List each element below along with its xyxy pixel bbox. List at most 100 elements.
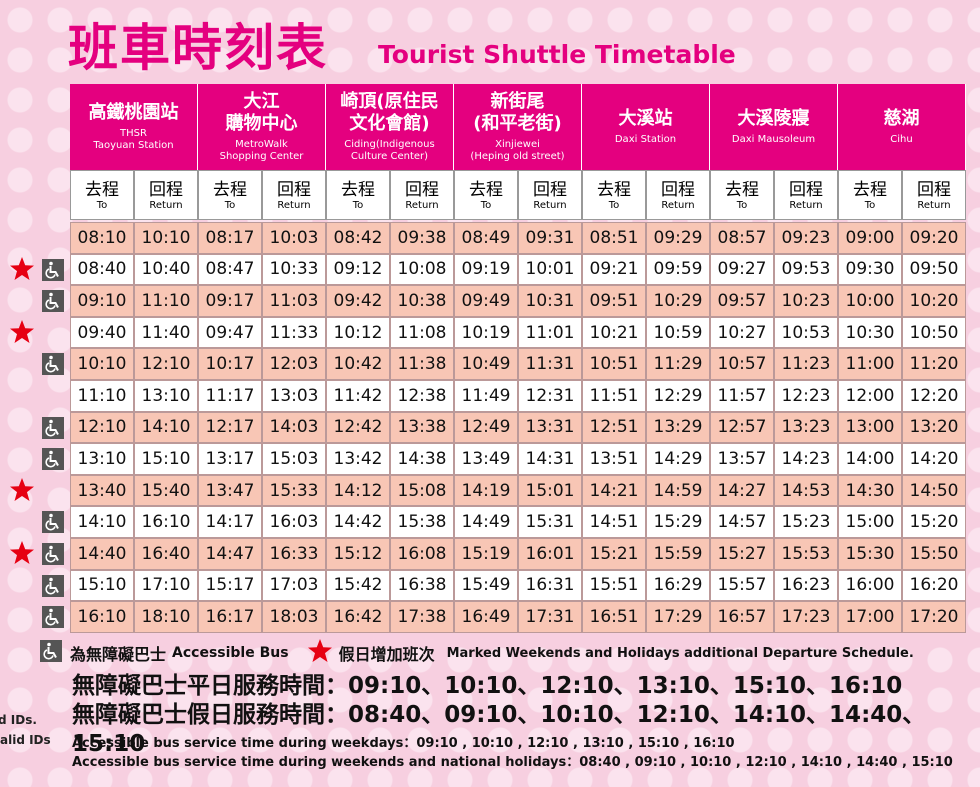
time-cell: 14:10 bbox=[70, 506, 134, 538]
time-cell: 15:29 bbox=[646, 506, 710, 538]
time-cell: 14:12 bbox=[326, 474, 390, 507]
time-cell: 14:17 bbox=[198, 506, 262, 538]
time-cell: 17:31 bbox=[518, 601, 582, 633]
time-cell: 11:42 bbox=[326, 380, 390, 412]
time-cell: 08:49 bbox=[454, 222, 518, 254]
time-cell: 17:29 bbox=[646, 601, 710, 633]
time-cell: 11:31 bbox=[518, 348, 582, 380]
time-cell: 15:19 bbox=[454, 538, 518, 570]
direction-zh: 去程 bbox=[597, 179, 631, 200]
time-cell: 14:31 bbox=[518, 443, 582, 475]
time-cell: 10:23 bbox=[774, 285, 838, 317]
accessible-marker bbox=[42, 606, 64, 632]
direction-zh: 去程 bbox=[853, 179, 887, 200]
direction-en: To bbox=[608, 199, 620, 211]
time-cell: 10:30 bbox=[838, 316, 902, 349]
side-notes: d IDs. alid IDs bbox=[0, 710, 51, 750]
time-cell: 12:10 bbox=[70, 411, 134, 444]
direction-zh: 回程 bbox=[917, 179, 951, 200]
time-cell: 09:50 bbox=[902, 253, 966, 286]
title: 班車時刻表 bbox=[68, 19, 328, 77]
stop-header: 大江 購物中心 MetroWalk Shopping Center bbox=[198, 84, 326, 170]
time-cell: 09:57 bbox=[710, 285, 774, 317]
direction-en: Return bbox=[277, 199, 311, 211]
time-cell: 10:40 bbox=[134, 253, 198, 286]
direction-zh: 去程 bbox=[341, 179, 375, 200]
time-cell: 08:10 bbox=[70, 222, 134, 254]
legend-accessible-zh: 為無障礙巴士 bbox=[70, 645, 167, 664]
time-cell: 08:40 bbox=[70, 253, 134, 286]
side-note: d IDs. bbox=[0, 713, 37, 727]
time-cell: 15:33 bbox=[262, 474, 326, 507]
side-note: alid IDs bbox=[0, 733, 51, 747]
service-weekday: 無障礙巴士平日服務時間：09:10、10:10、12:10、13:10、15:1… bbox=[72, 673, 903, 699]
time-cell: 08:57 bbox=[710, 222, 774, 254]
time-cell: 11:10 bbox=[70, 380, 134, 412]
time-cell: 10:03 bbox=[262, 222, 326, 254]
time-cell: 10:33 bbox=[262, 253, 326, 286]
weekend-marker bbox=[9, 540, 35, 570]
time-cell: 08:17 bbox=[198, 222, 262, 254]
time-cell: 09:21 bbox=[582, 253, 646, 286]
direction-en: To bbox=[96, 199, 108, 211]
time-cell: 16:38 bbox=[390, 569, 454, 602]
wheelchair bbox=[42, 448, 64, 471]
direction-zh: 去程 bbox=[213, 179, 247, 200]
accessible-marker bbox=[42, 290, 64, 316]
direction-en: Return bbox=[917, 199, 951, 211]
time-cell: 17:38 bbox=[390, 601, 454, 633]
time-cell: 10:57 bbox=[710, 348, 774, 380]
time-cell: 12:51 bbox=[582, 411, 646, 444]
time-cell: 12:38 bbox=[390, 380, 454, 412]
star bbox=[10, 256, 34, 280]
time-cell: 13:49 bbox=[454, 443, 518, 475]
time-cell: 14:03 bbox=[262, 411, 326, 444]
time-cell: 14:42 bbox=[326, 506, 390, 538]
stop-name-zh: 新街尾 (和平老街) bbox=[473, 91, 562, 134]
accessible-marker bbox=[42, 574, 64, 601]
stop-name-en: Xinjiewei (Heping old street) bbox=[470, 139, 565, 162]
direction-en: Return bbox=[405, 199, 439, 211]
stop-name-zh: 大溪陵寢 bbox=[737, 108, 810, 129]
direction-zh: 回程 bbox=[277, 179, 311, 200]
star bbox=[10, 477, 34, 501]
time-cell: 15:53 bbox=[774, 538, 838, 570]
time-cell: 14:50 bbox=[902, 474, 966, 507]
wheelchair bbox=[42, 290, 64, 313]
direction-zh: 回程 bbox=[789, 179, 823, 200]
wheelchair bbox=[42, 511, 64, 534]
time-cell: 10:21 bbox=[582, 316, 646, 349]
direction-header: 回程 Return bbox=[518, 170, 582, 220]
time-cell: 10:53 bbox=[774, 316, 838, 349]
time-cell: 10:08 bbox=[390, 253, 454, 286]
time-cell: 15:42 bbox=[326, 569, 390, 602]
time-cell: 11:23 bbox=[774, 348, 838, 380]
time-cell: 11:51 bbox=[582, 380, 646, 412]
time-cell: 09:19 bbox=[454, 253, 518, 286]
stop-name-zh: 崎頂(原住民 文化會館) bbox=[340, 91, 439, 134]
time-cell: 11:00 bbox=[838, 348, 902, 380]
time-cell: 09:51 bbox=[582, 285, 646, 317]
stop-name-en: Ciding(Indigenous Culture Center) bbox=[344, 139, 435, 162]
time-cell: 15:03 bbox=[262, 443, 326, 475]
time-cell: 10:51 bbox=[582, 348, 646, 380]
time-cell: 09:20 bbox=[902, 222, 966, 254]
direction-header: 去程 To bbox=[454, 170, 518, 220]
time-cell: 16:33 bbox=[262, 538, 326, 570]
time-cell: 11:29 bbox=[646, 348, 710, 380]
time-cell: 16:01 bbox=[518, 538, 582, 570]
service-holiday-en: Accessible bus service time during weeke… bbox=[72, 755, 953, 770]
time-cell: 15:20 bbox=[902, 506, 966, 538]
wheelchair bbox=[42, 574, 64, 597]
time-cell: 11:10 bbox=[134, 285, 198, 317]
time-cell: 10:49 bbox=[454, 348, 518, 380]
time-cell: 09:42 bbox=[326, 285, 390, 317]
wheelchair bbox=[40, 640, 62, 662]
stop-header: 新街尾 (和平老街) Xinjiewei (Heping old street) bbox=[454, 84, 582, 170]
direction-en: Return bbox=[533, 199, 567, 211]
time-cell: 10:19 bbox=[454, 316, 518, 349]
stop-header: 慈湖 Cihu bbox=[838, 84, 966, 170]
wheelchair bbox=[42, 543, 64, 565]
direction-header: 回程 Return bbox=[390, 170, 454, 220]
time-cell: 09:12 bbox=[326, 253, 390, 286]
